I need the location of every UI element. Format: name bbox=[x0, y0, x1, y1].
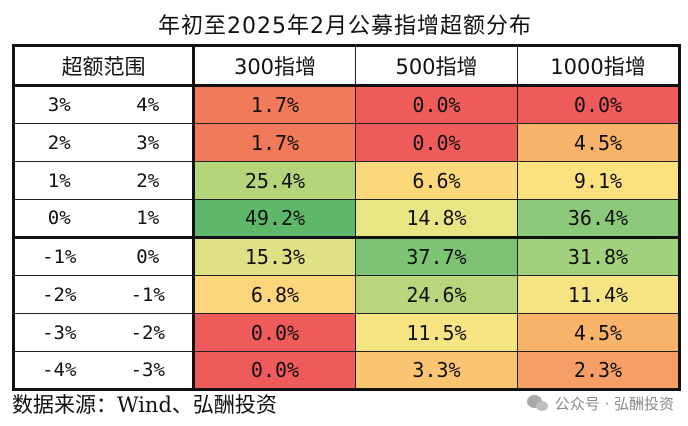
value-500: 14.8% bbox=[355, 199, 518, 238]
value-300: 1.7% bbox=[193, 85, 356, 124]
table-row: 2% 3% 1.7% 0.0% 4.5% bbox=[13, 123, 680, 162]
value-300: 1.7% bbox=[193, 123, 356, 162]
range-high: -2% bbox=[103, 313, 195, 352]
table-row: 3% 4% 1.7% 0.0% 0.0% bbox=[13, 85, 680, 124]
range-low: -4% bbox=[13, 351, 104, 390]
range-low: 2% bbox=[13, 123, 104, 162]
range-high: 3% bbox=[103, 123, 195, 162]
watermark-text: 公众号 · 弘酬投资 bbox=[554, 394, 674, 413]
value-500: 6.6% bbox=[355, 161, 518, 200]
table-row: 1% 2% 25.4% 6.6% 9.1% bbox=[13, 161, 680, 200]
value-1000: 0.0% bbox=[517, 85, 680, 124]
value-500: 0.0% bbox=[355, 123, 518, 162]
wechat-icon bbox=[526, 394, 549, 412]
source-note: 数据来源： Wind、弘酬投资 bbox=[12, 386, 277, 422]
value-1000: 11.4% bbox=[517, 275, 680, 314]
value-500: 37.7% bbox=[355, 236, 518, 276]
value-300: 49.2% bbox=[193, 199, 356, 238]
table-title: 年初至2025年2月公募指增超额分布 bbox=[158, 14, 532, 39]
header-range: 超额范围 bbox=[13, 45, 195, 87]
range-low: -2% bbox=[13, 275, 104, 314]
header-300: 300指增 bbox=[193, 45, 356, 87]
table-row: 0% 1% 49.2% 14.8% 36.4% bbox=[13, 199, 680, 238]
range-high: 2% bbox=[103, 161, 195, 200]
table-row: -3% -2% 0.0% 11.5% 4.5% bbox=[13, 313, 680, 352]
range-high: -3% bbox=[103, 351, 195, 390]
value-300: 15.3% bbox=[193, 236, 356, 276]
value-500: 3.3% bbox=[355, 351, 518, 390]
value-300: 25.4% bbox=[193, 161, 356, 200]
range-high: -1% bbox=[103, 275, 195, 314]
value-1000: 9.1% bbox=[517, 161, 680, 200]
value-300: 6.8% bbox=[193, 275, 356, 314]
range-low: -1% bbox=[13, 236, 104, 276]
range-low: 0% bbox=[13, 199, 104, 238]
value-300: 0.0% bbox=[193, 313, 356, 352]
range-low: 3% bbox=[13, 85, 104, 124]
value-300: 0.0% bbox=[193, 351, 356, 390]
value-1000: 2.3% bbox=[517, 351, 680, 390]
value-1000: 4.5% bbox=[517, 313, 680, 352]
range-high: 1% bbox=[103, 199, 195, 238]
range-low: 1% bbox=[13, 161, 104, 200]
header-row: 超额范围 300指增 500指增 1000指增 bbox=[13, 45, 680, 87]
value-500: 11.5% bbox=[355, 313, 518, 352]
value-500: 24.6% bbox=[355, 275, 518, 314]
range-high: 0% bbox=[103, 236, 195, 276]
source-label: 数据来源： bbox=[12, 393, 117, 417]
range-low: -3% bbox=[13, 313, 104, 352]
table-row: -1% 0% 15.3% 37.7% 31.8% bbox=[13, 236, 680, 276]
value-1000: 31.8% bbox=[517, 236, 680, 276]
watermark: 公众号 · 弘酬投资 bbox=[526, 388, 674, 418]
source-value: Wind、弘酬投资 bbox=[117, 393, 277, 417]
value-1000: 36.4% bbox=[517, 199, 680, 238]
table-row: -2% -1% 6.8% 24.6% 11.4% bbox=[13, 275, 680, 314]
value-500: 0.0% bbox=[355, 85, 518, 124]
header-1000: 1000指增 bbox=[517, 45, 680, 87]
range-high: 4% bbox=[103, 85, 195, 124]
value-1000: 4.5% bbox=[517, 123, 680, 162]
header-500: 500指增 bbox=[355, 45, 518, 87]
excess-distribution-table: 超额范围 300指增 500指增 1000指增 3% 4% 1.7% 0.0% 0.0%… bbox=[12, 44, 681, 391]
table-row: -4% -3% 0.0% 3.3% 2.3% bbox=[13, 351, 680, 390]
